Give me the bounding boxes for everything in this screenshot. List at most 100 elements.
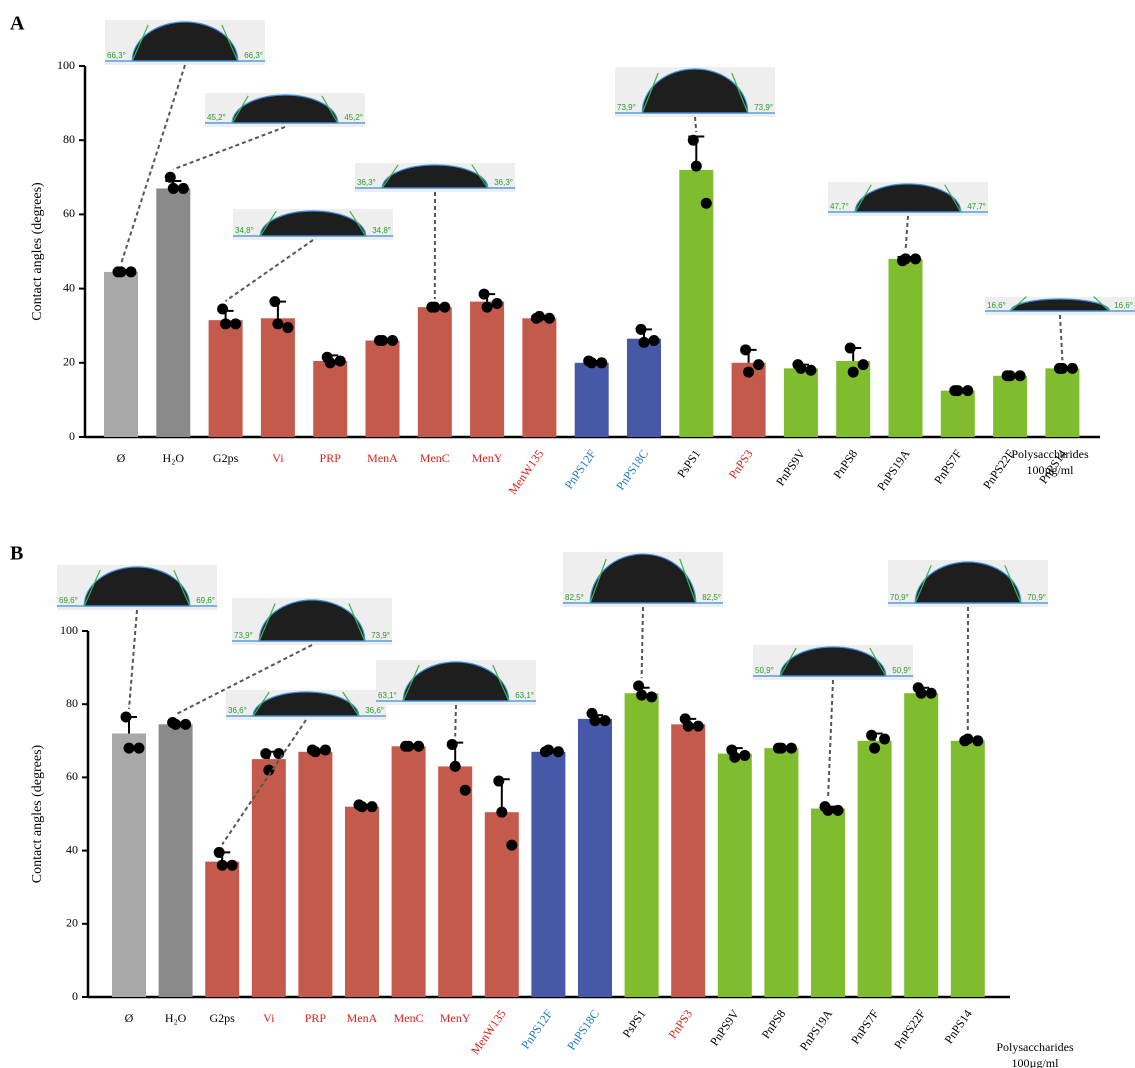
leader-line	[173, 127, 285, 169]
data-point	[639, 337, 650, 348]
panel-label: B	[10, 543, 23, 565]
data-point	[170, 719, 181, 730]
data-point	[260, 748, 271, 759]
data-point	[1067, 363, 1078, 374]
bar	[941, 391, 975, 437]
data-point	[823, 805, 834, 816]
x-tick-label: PnPS7F	[848, 1007, 882, 1047]
data-point	[180, 719, 191, 730]
bar	[470, 302, 504, 437]
data-point	[636, 324, 647, 335]
bar	[261, 318, 295, 437]
data-point	[534, 311, 545, 322]
x-axis-title-line: Polysaccharides	[1011, 447, 1089, 461]
x-tick-label: Ø	[117, 451, 126, 465]
bar	[159, 724, 193, 997]
data-point	[168, 183, 179, 194]
angle-label: 63,1°	[515, 691, 534, 700]
x-tick-label: PRP	[320, 451, 342, 465]
data-point	[269, 296, 280, 307]
data-point	[972, 735, 983, 746]
data-point	[1015, 370, 1026, 381]
bar	[112, 733, 146, 997]
x-tick-label: MenC	[420, 451, 450, 465]
data-point	[450, 761, 461, 772]
angle-label: 16,6°	[1114, 301, 1133, 310]
data-point	[916, 688, 927, 699]
data-point	[493, 776, 504, 787]
leader-line	[695, 117, 696, 132]
data-point	[335, 355, 346, 366]
data-point	[776, 743, 787, 754]
data-point	[805, 365, 816, 376]
bar	[858, 741, 892, 997]
angle-label: 66,3°	[244, 51, 263, 60]
data-point	[590, 715, 601, 726]
y-axis-title: Contact angles (degrees)	[30, 182, 45, 321]
data-point	[858, 359, 869, 370]
bar	[1045, 368, 1079, 437]
angle-label: 70,9°	[890, 593, 909, 602]
angle-label: 36,3°	[357, 178, 376, 187]
contact-angle-inset: 63,1°63,1°	[376, 660, 536, 705]
x-tick-label: H₂O	[163, 451, 185, 465]
data-point	[387, 335, 398, 346]
angle-label: 69,6°	[196, 596, 215, 605]
angle-label: 82,5°	[565, 593, 584, 602]
bar	[889, 259, 923, 437]
data-point	[413, 741, 424, 752]
data-point	[683, 721, 694, 732]
contact-angle-inset: 82,5° 82,5°	[563, 552, 723, 607]
bar	[104, 272, 138, 437]
angle-label: 82,5°	[702, 593, 721, 602]
contact-angle-inset: 66,3°66,3°	[105, 20, 265, 65]
data-point	[116, 266, 127, 277]
bar	[438, 766, 472, 997]
data-point	[848, 367, 859, 378]
data-point	[962, 385, 973, 396]
data-point	[403, 741, 414, 752]
bar	[531, 752, 565, 997]
y-tick-label: 20	[63, 355, 75, 369]
x-tick-label: PnPS18C	[564, 1007, 602, 1053]
x-tick-label: PnPS9V	[707, 1007, 742, 1049]
bar	[392, 746, 426, 997]
data-point	[325, 357, 336, 368]
data-point	[460, 785, 471, 796]
data-point	[646, 691, 657, 702]
x-tick-label: PnPS12F	[562, 447, 599, 492]
data-point	[357, 801, 368, 812]
x-tick-label: G2ps	[213, 451, 239, 465]
bar	[522, 318, 556, 437]
data-point	[479, 289, 490, 300]
bar	[298, 752, 332, 997]
x-tick-label: Vi	[272, 451, 284, 465]
data-point	[227, 860, 238, 871]
contact-angle-inset: 70,9°70,9°	[888, 560, 1048, 607]
x-tick-label: PnPS19A	[874, 447, 912, 494]
bar	[904, 693, 938, 997]
contact-angle-inset: 47,7°47,7°	[828, 182, 988, 216]
data-point	[743, 367, 754, 378]
y-tick-label: 80	[63, 132, 75, 146]
data-point	[377, 335, 388, 346]
bar	[627, 339, 661, 437]
x-tick-label: MenA	[347, 1011, 378, 1025]
data-point	[217, 860, 228, 871]
contact-angle-inset: 50,9°50,9°	[753, 645, 913, 680]
contact-angle-inset: 45,2°45,2°	[205, 93, 365, 127]
y-tick-label: 0	[72, 989, 78, 1003]
data-point	[586, 357, 597, 368]
leader-line	[906, 216, 909, 251]
angle-label: 34,8°	[372, 226, 391, 235]
data-point	[786, 743, 797, 754]
y-tick-label: 60	[63, 206, 75, 220]
leader-line	[642, 607, 643, 678]
x-tick-label: MenA	[367, 451, 398, 465]
data-point	[543, 744, 554, 755]
angle-label: 69,6°	[59, 596, 78, 605]
bar	[156, 188, 190, 437]
y-tick-label: 80	[66, 696, 78, 710]
contact-angle-inset: 69,6° 69,6°	[57, 565, 217, 610]
bar	[993, 376, 1027, 437]
